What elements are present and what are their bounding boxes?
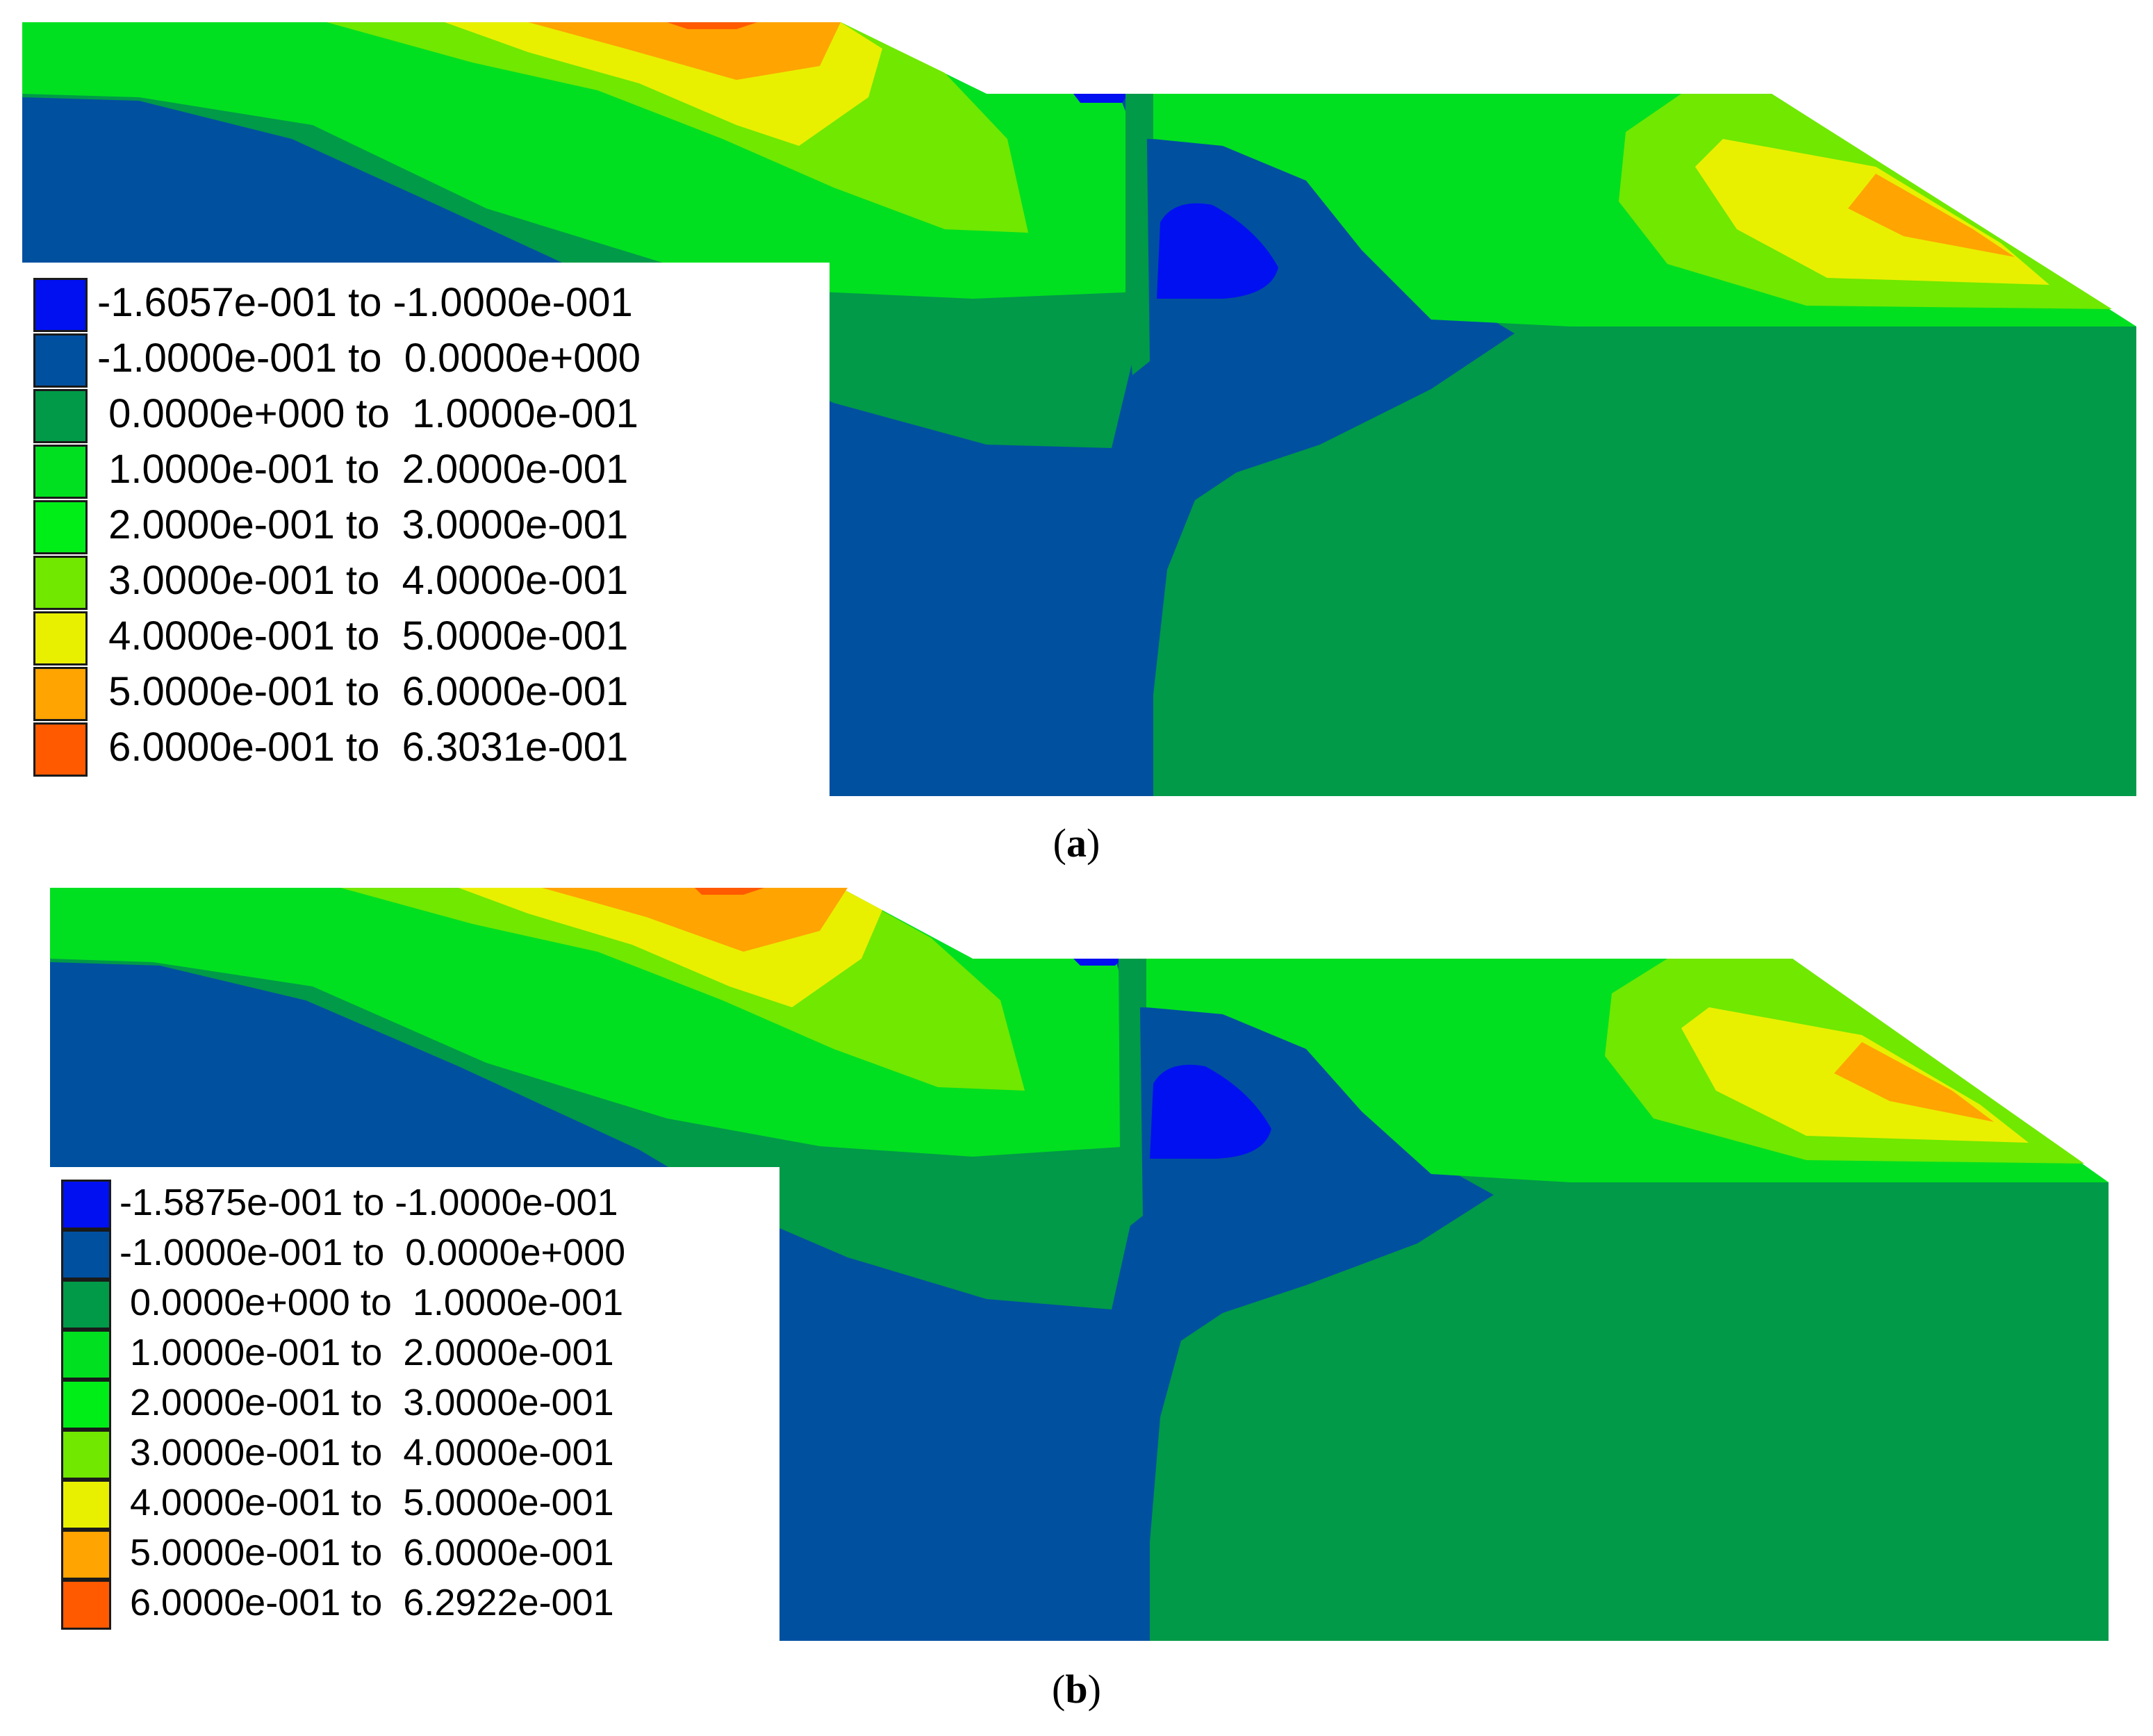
region-band1-top xyxy=(1073,959,1122,966)
legend-range-label: 2.0000e-001 to 3.0000e-001 xyxy=(97,502,629,547)
region-band8-upper-left xyxy=(542,888,848,952)
legend-swatch xyxy=(61,1280,111,1330)
region-band8-upper-left xyxy=(528,22,841,80)
legend-range-label: 3.0000e-001 to 4.0000e-001 xyxy=(97,558,629,603)
legend-swatch xyxy=(33,722,88,777)
caption-a: (a) xyxy=(1053,820,1100,866)
legend-swatch xyxy=(61,1180,111,1230)
legend-swatch xyxy=(61,1480,111,1530)
legend-range-label: 3.0000e-001 to 4.0000e-001 xyxy=(119,1432,614,1473)
legend-range-label: 4.0000e-001 to 5.0000e-001 xyxy=(97,613,629,659)
legend-swatch xyxy=(61,1230,111,1280)
legend-swatch xyxy=(33,389,88,443)
legend-range-label: -1.0000e-001 to 0.0000e+000 xyxy=(97,336,641,381)
region-band1-center xyxy=(1157,203,1278,299)
region-band8-upper-right xyxy=(1848,174,2015,257)
region-band1-center xyxy=(1150,1064,1271,1159)
contour-plot-b: -1.5875e-001 to -1.0000e-001 -1.0000e-00… xyxy=(0,882,2153,1646)
legend-swatch xyxy=(33,333,88,388)
legend-swatch xyxy=(61,1580,111,1630)
legend-swatch xyxy=(61,1330,111,1380)
caption-b: (b) xyxy=(1052,1667,1101,1712)
legend-swatch xyxy=(33,556,88,610)
region-band2-center xyxy=(1129,1007,1494,1641)
legend-range-label: 1.0000e-001 to 2.0000e-001 xyxy=(119,1332,614,1373)
region-band8-upper-right xyxy=(1834,1042,1994,1122)
region-band3-column xyxy=(1125,94,1150,375)
region-band3-column xyxy=(1119,959,1143,1230)
legend-range-label: 5.0000e-001 to 6.0000e-001 xyxy=(119,1532,614,1573)
caption-letter: b xyxy=(1065,1667,1088,1712)
legend-swatch xyxy=(33,278,88,332)
legend-swatch xyxy=(61,1380,111,1430)
legend-range-label: -1.0000e-001 to 0.0000e+000 xyxy=(119,1232,626,1273)
legend-swatch xyxy=(33,667,88,721)
legend-b: -1.5875e-001 to -1.0000e-001 -1.0000e-00… xyxy=(50,1167,779,1641)
legend-range-label: 5.0000e-001 to 6.0000e-001 xyxy=(97,669,629,714)
legend-range-label: 0.0000e+000 to 1.0000e-001 xyxy=(97,391,638,436)
legend-range-label: -1.5875e-001 to -1.0000e-001 xyxy=(119,1182,618,1223)
legend-range-label: -1.6057e-001 to -1.0000e-001 xyxy=(97,280,633,325)
legend-range-label: 6.0000e-001 to 6.3031e-001 xyxy=(97,725,629,770)
legend-range-label: 2.0000e-001 to 3.0000e-001 xyxy=(119,1382,614,1423)
legend-a: -1.6057e-001 to -1.0000e-001 -1.0000e-00… xyxy=(22,263,830,804)
region-band9-upper-left xyxy=(667,22,757,29)
caption-letter: a xyxy=(1066,820,1087,866)
legend-swatch xyxy=(61,1530,111,1580)
legend-swatch xyxy=(33,611,88,666)
legend-swatch xyxy=(61,1430,111,1480)
legend-swatch xyxy=(33,445,88,499)
legend-range-label: 0.0000e+000 to 1.0000e-001 xyxy=(119,1282,624,1323)
legend-range-label: 4.0000e-001 to 5.0000e-001 xyxy=(119,1482,614,1523)
legend-range-label: 6.0000e-001 to 6.2922e-001 xyxy=(119,1582,614,1623)
contour-plot-a: -1.6057e-001 to -1.0000e-001 -1.0000e-00… xyxy=(0,0,2153,820)
region-band1-top xyxy=(1073,94,1129,103)
legend-swatch xyxy=(33,500,88,554)
region-band9-upper-left xyxy=(695,888,764,895)
legend-range-label: 1.0000e-001 to 2.0000e-001 xyxy=(97,447,629,492)
